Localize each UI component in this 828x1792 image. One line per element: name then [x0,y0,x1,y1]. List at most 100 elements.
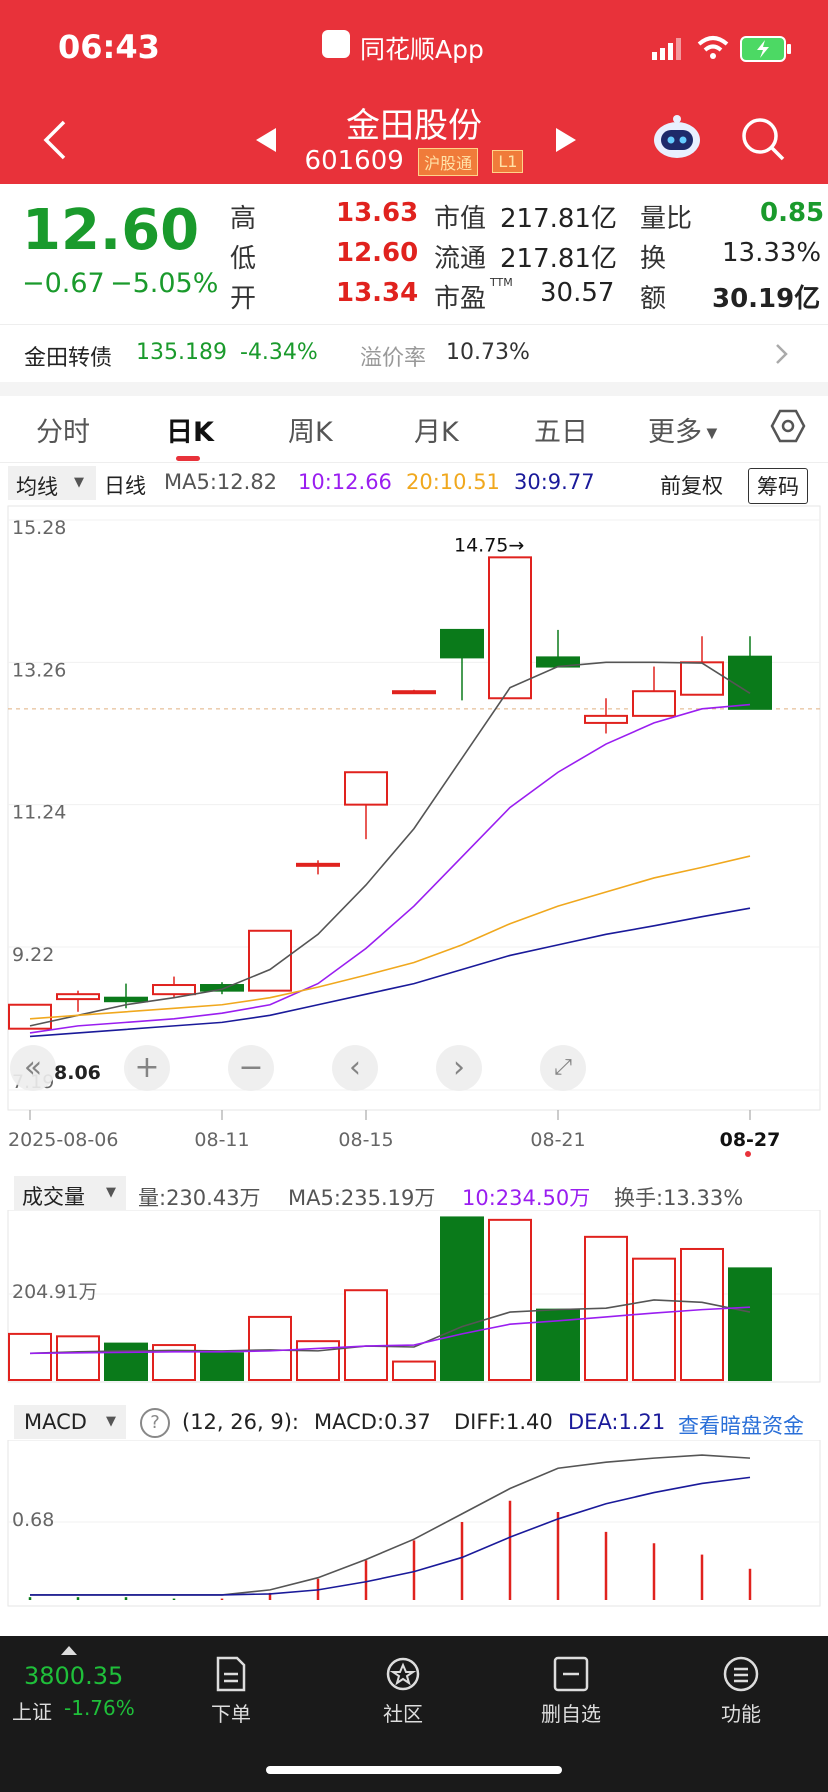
volume-ma5: MA5:235.19万 [288,1186,436,1210]
tab-intraday[interactable]: 分时 [36,417,90,448]
macd-selector-label: MACD [24,1410,87,1434]
pe-label: 市盈 [434,284,487,314]
tab-daily-k[interactable]: 日K [166,417,214,448]
collapse-left-button[interactable]: « [10,1045,56,1091]
volume-ratio-value: 0.85 [760,198,825,228]
ma10-value: 10:12.66 [298,470,392,494]
prev-stock-icon[interactable] [252,126,278,154]
current-date-dot [745,1151,751,1157]
nav-remove-watchlist[interactable]: 删自选 [516,1636,626,1727]
volume-chart[interactable]: 204.91万 [0,1210,828,1386]
price-change-pct: −5.05% [110,268,219,299]
diff-value: DIFF:1.40 [454,1410,553,1434]
x-tick-label: 08-15 [338,1129,393,1151]
x-tick-label: 08-11 [194,1129,249,1151]
kline-chart[interactable]: 15.2813.2611.249.227.1914.75→2025-08-060… [0,500,828,1180]
tab-more-label: 更多 [648,417,702,448]
battery-icon [740,36,791,62]
volume-bar [680,1247,724,1382]
bond-name: 金田转债 [24,346,113,371]
dea-value: DEA:1.21 [568,1410,666,1434]
x-tick-label: 2025-08-06 [8,1129,118,1151]
nav-remove-watchlist-label: 删自选 [541,1702,601,1726]
status-app-name: 同花顺App [360,35,484,64]
ma30-line [29,907,751,1038]
caret-down-icon: ▼ [74,475,84,490]
candle [632,690,676,717]
ma20-value: 20:10.51 [406,470,500,494]
index-ticker[interactable]: 3800.35 上证 -1.76% [0,1636,170,1736]
nav-order[interactable]: 下单 [176,1636,286,1727]
volume-bar [200,1352,244,1381]
turnover-label: 换 [640,244,667,274]
macd-y-label: 0.68 [12,1509,54,1531]
robot-assistant-icon[interactable] [652,114,702,160]
diff-line [30,1454,751,1596]
candle [152,984,196,996]
caret-up-icon [61,1646,77,1655]
next-stock-icon[interactable] [554,126,580,154]
back-icon[interactable] [40,118,70,162]
candle [728,655,772,710]
volume-selector[interactable]: 成交量 ▼ [14,1176,126,1210]
tab-more[interactable]: 更多 ▼ [648,410,717,449]
caret-down-icon: ▼ [106,1185,116,1200]
tab-five-day[interactable]: 五日 [534,417,588,448]
fullscreen-button[interactable]: ⤢ [540,1045,586,1091]
amount-label: 额 [640,284,667,314]
bottom-bar: 3800.35 上证 -1.76% 下单 社区 删自选 功能 [0,1636,828,1792]
convertible-bond-row[interactable]: 金田转债 135.189 -4.34% 溢价率 10.73% [0,326,828,382]
volume-value: 量:230.43万 [138,1186,261,1210]
functions-icon [723,1656,759,1692]
float-value: 217.81亿 [500,244,617,274]
low-label: 低 [230,244,257,274]
wifi-icon [697,36,729,59]
zoom-in-button[interactable]: + [124,1045,170,1091]
scroll-left-button[interactable]: ‹ [332,1045,378,1091]
chips-button[interactable]: 筹码 [748,468,808,504]
hk-connect-tag: 沪股通 [418,147,479,176]
dea-line [30,1476,751,1596]
volume-bar [392,1360,436,1381]
scroll-right-button[interactable]: › [436,1045,482,1091]
volume-y-label: 204.91万 [12,1281,97,1303]
macd-selector[interactable]: MACD ▼ [14,1405,126,1439]
amount-value: 30.19亿 [712,284,821,314]
ma5-value: MA5:12.82 [164,470,278,494]
volume-ma10-line [29,1306,751,1355]
help-icon[interactable]: ? [140,1408,170,1438]
index-name: 上证 [12,1700,52,1724]
search-icon[interactable] [740,116,786,162]
nav-community[interactable]: 社区 [348,1636,458,1727]
dark-pool-link[interactable]: 查看暗盘资金 [678,1414,804,1438]
kline-min-label: 8.06 [54,1062,101,1084]
indicator-selector[interactable]: 均线 ▼ [8,466,96,500]
nav-functions[interactable]: 功能 [686,1636,796,1727]
macd-chart[interactable]: 0.68 [0,1440,828,1608]
nav-order-label: 下单 [211,1702,251,1726]
community-icon [386,1657,420,1691]
chart-frame [7,505,821,1111]
level-tag: L1 [492,150,524,173]
nav-community-label: 社区 [383,1702,423,1726]
tab-monthly-k[interactable]: 月K [414,417,459,448]
settings-hexagon-icon[interactable] [770,408,806,444]
volume-ma10: 10:234.50万 [462,1186,591,1210]
chevron-right-icon [776,344,788,364]
volume-bar [632,1257,676,1382]
index-pct: -1.76% [64,1696,135,1720]
candle [296,862,340,867]
ma-line-type: 日线 [104,474,146,498]
caret-down-icon: ▼ [702,425,718,442]
high-label: 高 [230,204,257,234]
candle [248,929,292,992]
candle [344,771,388,806]
candle [200,984,244,992]
tab-weekly-k[interactable]: 周K [288,417,333,448]
macd-frame [7,1440,821,1607]
adjust-mode[interactable]: 前复权 [660,474,723,498]
premium-value: 10.73% [446,340,530,365]
pe-superscript: TTM [490,276,513,289]
volume-ma5-line [29,1299,751,1355]
zoom-out-button[interactable]: − [228,1045,274,1091]
